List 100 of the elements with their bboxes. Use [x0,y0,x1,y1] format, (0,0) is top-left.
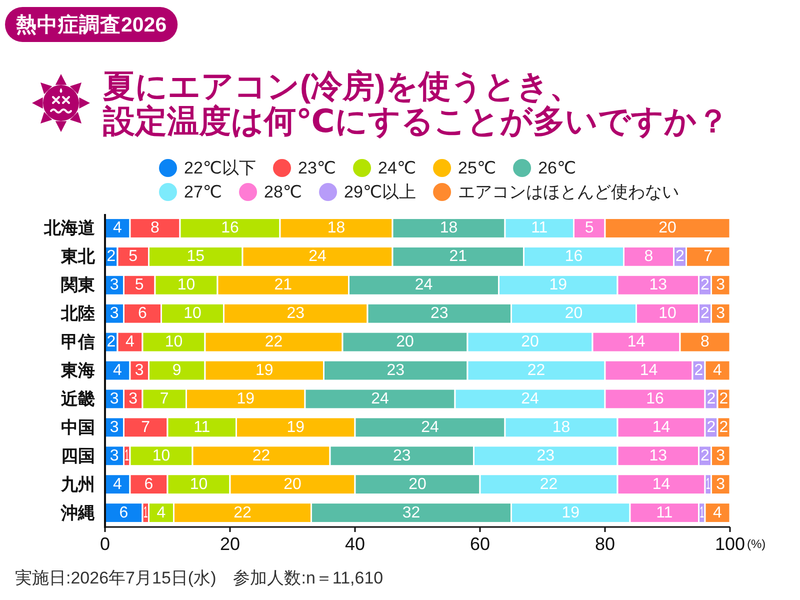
data-label: 21 [274,276,292,294]
data-label: 20 [564,305,583,322]
data-label: 3 [128,390,138,408]
legend-label: 23℃ [298,158,336,178]
data-label: 1 [700,504,709,522]
data-label: 3 [716,305,726,322]
data-label: 2 [719,418,728,436]
data-label: 3 [110,390,119,408]
x-tick-label: 20 [220,534,240,554]
data-label: 3 [134,362,144,379]
legend-label: 22℃以下 [184,158,256,178]
data-label: 23 [392,447,411,464]
data-label: 6 [144,476,154,493]
data-label: 8 [700,334,710,351]
x-tick-label: 40 [344,534,366,554]
data-label: 16 [564,248,583,266]
data-label: 23 [430,305,448,322]
data-label: 19 [255,362,274,379]
data-label: 10 [177,276,196,294]
data-label: 3 [716,476,726,493]
data-label: 21 [449,248,468,266]
data-label: 20 [284,476,302,493]
data-label: 24 [308,248,326,266]
y-tick-label: 北海道 [43,218,95,238]
data-label: 10 [184,305,202,322]
data-label: 2 [706,418,716,436]
chart-title: 夏にエアコン(冷房)を使うとき、設定温度は何℃にすることが多いですか？ [102,68,729,139]
y-tick-label: 北陸 [60,304,95,324]
data-label: 24 [414,276,433,294]
data-label: 10 [164,334,183,351]
data-label: 20 [408,476,426,493]
legend-label: 28℃ [264,182,302,202]
x-axis-title: (%) [747,537,766,551]
y-tick-label: 九州 [60,474,95,494]
data-label: 10 [190,476,208,493]
data-label: 9 [172,362,182,379]
data-label: 22 [252,447,270,464]
data-label: 11 [656,504,673,522]
text: 実施日:2026年7月15日(水) 参加人数:n＝11,610 [15,568,384,588]
data-label: 18 [440,220,458,237]
data-label: 8 [644,248,654,266]
x-tick-label: 60 [470,534,490,554]
data-label: 4 [713,362,722,379]
data-label: 23 [286,305,305,322]
data-label: 3 [716,447,726,464]
data-label: 13 [649,276,668,294]
data-label: 24 [521,390,539,408]
data-label: 3 [716,276,726,294]
data-label: 10 [152,447,170,464]
data-label: 19 [286,418,305,436]
data-label: 3 [110,447,119,464]
data-label: 7 [141,418,150,436]
data-label: 4 [156,504,166,522]
data-label: 5 [584,220,594,237]
x-tick-label: 100 [714,534,746,554]
data-label: 1 [124,447,134,464]
legend-label: エアコンはほとんど使わない [458,182,680,202]
data-label: 18 [552,418,570,436]
data-label: 23 [536,447,555,464]
data-label: 22 [264,334,283,351]
data-label: 15 [186,248,205,266]
data-label: 22 [527,362,546,379]
data-label: 19 [236,390,255,408]
data-label: 10 [658,305,676,322]
data-label: 4 [113,362,122,379]
text: 熱中症調査2026 [15,12,167,36]
data-label: 2 [106,334,116,351]
data-label: 6 [119,504,128,522]
data-label: 2 [706,390,716,408]
data-label: 5 [128,248,138,266]
data-label: 2 [694,362,704,379]
data-label: 3 [110,305,119,322]
y-tick-label: 東北 [60,247,96,266]
legend-label: 26℃ [538,158,576,178]
y-tick-label: 近畿 [60,389,95,408]
data-label: 24 [421,418,439,436]
data-label: 20 [521,334,539,351]
y-tick-label: 関東 [61,276,96,295]
data-label: 23 [386,362,405,379]
data-label: 4 [713,504,722,522]
data-label: 20 [396,334,414,351]
data-label: 2 [106,248,116,266]
legend-label: 25℃ [458,158,496,178]
data-label: 5 [134,276,144,294]
y-tick-label: 沖縄 [60,503,95,522]
data-label: 2 [700,276,710,294]
legend-label: 24℃ [378,158,416,178]
data-label: 32 [402,504,420,522]
data-label: 6 [138,305,148,322]
y-tick-label: 四国 [61,446,95,466]
data-label: 11 [531,220,548,237]
data-label: 20 [658,220,676,237]
data-label: 2 [700,305,710,322]
legend-label: 29℃以上 [344,182,416,202]
data-label: 19 [562,504,580,522]
data-label: 3 [110,276,119,294]
data-label: 8 [150,220,160,237]
data-label: 16 [221,220,239,237]
data-label: 1 [706,476,715,493]
data-label: 14 [652,418,670,436]
